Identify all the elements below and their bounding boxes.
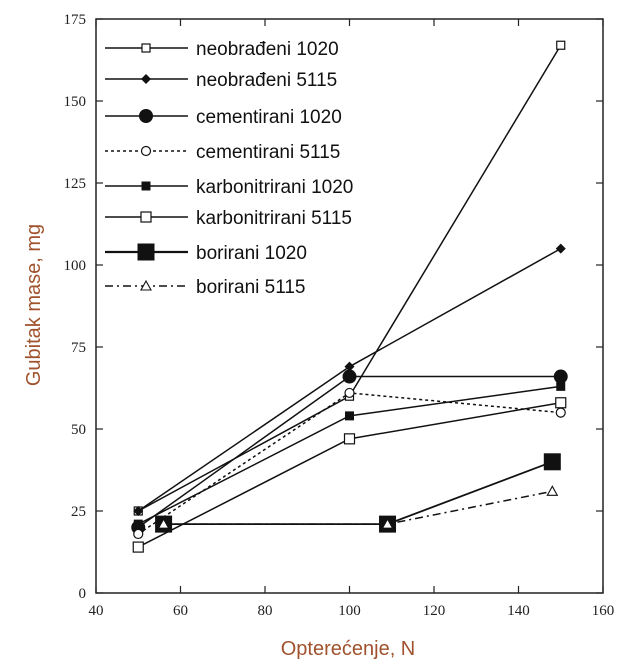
y-tick-label: 100 (64, 258, 87, 274)
legend-label: cementirani 5115 (196, 142, 340, 163)
data-point (342, 369, 357, 384)
axis-labels: Opterećenje, N Gubitak mase, mg (23, 224, 415, 660)
data-point (133, 528, 144, 540)
legend-marker (140, 279, 152, 291)
legend-item: neobrađeni 1020 (105, 39, 339, 60)
series-4 (133, 381, 566, 529)
series-layer (131, 40, 568, 553)
data-point (555, 397, 567, 409)
data-point (556, 40, 566, 50)
data-point (556, 381, 566, 391)
y-tick-label: 50 (71, 422, 86, 438)
x-axis-title: Opterećenje, N (281, 638, 416, 660)
legend-label: borirani 5115 (196, 277, 306, 298)
legend-item: karbonitrirani 1020 (105, 177, 353, 198)
legend-label: neobrađeni 5115 (196, 70, 337, 91)
data-point (344, 361, 355, 372)
x-tick-label: 80 (258, 603, 273, 619)
data-point (543, 453, 561, 471)
data-point (546, 485, 559, 496)
data-point (345, 411, 354, 421)
series-line (163, 490, 553, 525)
legend-box: neobrađeni 1020 neobrađeni 5115 cementiran… (105, 39, 353, 298)
data-point (381, 517, 394, 529)
legend-label: karbonitrirani 1020 (196, 177, 353, 198)
legend-marker (141, 181, 151, 191)
x-tick-label: 120 (423, 603, 446, 619)
series-3 (133, 387, 566, 540)
x-tick-label: 140 (507, 603, 530, 619)
data-point (555, 407, 566, 418)
x-tick-label: 60 (173, 603, 188, 619)
y-tick-label: 125 (64, 176, 87, 192)
data-point (133, 506, 144, 516)
legend-marker (141, 74, 151, 84)
series-7 (157, 485, 559, 529)
data-point (343, 433, 356, 445)
legend-item: cementirani 1020 (105, 107, 342, 128)
y-tick-label: 175 (64, 12, 87, 28)
legend-item: cementirani 5115 (105, 142, 340, 163)
y-axis-title: Gubitak mase, mg (23, 224, 45, 386)
legend-label: neobrađeni 1020 (196, 39, 339, 60)
data-point (132, 541, 144, 553)
legend-label: cementirani 1020 (196, 107, 342, 128)
y-tick-label: 150 (64, 94, 87, 110)
y-tick-label: 25 (71, 504, 86, 520)
legend-item: borirani 5115 (105, 277, 306, 298)
x-tick-label: 100 (338, 603, 361, 619)
y-tick-label: 75 (71, 340, 86, 356)
series-5 (132, 397, 567, 553)
series-line (137, 402, 561, 548)
legend-marker (140, 145, 152, 157)
series-6 (155, 453, 561, 533)
data-point (553, 369, 568, 384)
legend-item: karbonitrirani 5115 (105, 208, 352, 229)
x-tick-label: 40 (89, 603, 104, 619)
legend: neobrađeni 1020 neobrađeni 5115 cementiran… (105, 39, 353, 298)
data-point (157, 517, 170, 529)
legend-marker (139, 109, 153, 123)
legend-marker (140, 211, 152, 223)
axes-layer: 40 60 80 100 120 140 160 0 25 50 75 100 125 150 175 (64, 12, 615, 619)
y-tick-label: 0 (79, 586, 87, 602)
legend-label: karbonitrirani 5115 (196, 208, 352, 229)
legend-item: borirani 1020 (105, 243, 307, 264)
legend-marker (141, 43, 151, 53)
x-tick-label: 160 (592, 603, 615, 619)
legend-marker (137, 243, 155, 261)
series-1 (133, 243, 566, 516)
series-line (163, 460, 553, 526)
legend-label: borirani 1020 (196, 243, 307, 264)
data-point (344, 387, 355, 399)
data-point (555, 243, 566, 254)
data-point (133, 519, 143, 529)
legend-item: neobrađeni 5115 (105, 70, 337, 91)
